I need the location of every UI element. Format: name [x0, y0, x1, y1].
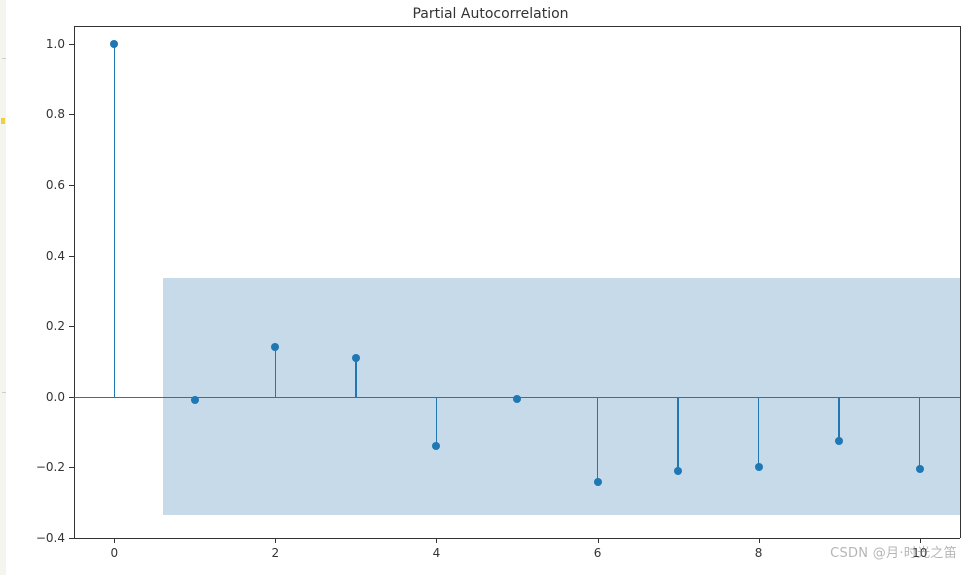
pacf-stem — [677, 397, 679, 471]
ytick-label: 0.0 — [29, 390, 65, 404]
ytick — [69, 397, 74, 398]
pacf-marker — [674, 467, 682, 475]
ytick-label: 0.8 — [29, 107, 65, 121]
ytick — [69, 114, 74, 115]
pacf-marker — [110, 40, 118, 48]
ytick — [69, 326, 74, 327]
xtick — [759, 538, 760, 543]
ytick — [69, 185, 74, 186]
pacf-stem — [919, 397, 921, 469]
xtick-label: 0 — [110, 546, 118, 560]
plot-spine-bottom — [74, 538, 960, 539]
pacf-stem — [436, 397, 438, 446]
plot-spine-left — [74, 26, 75, 538]
pacf-marker — [432, 442, 440, 450]
pacf-marker — [271, 343, 279, 351]
ytick — [69, 467, 74, 468]
xtick — [275, 538, 276, 543]
pacf-marker — [191, 396, 199, 404]
chart-title: Partial Autocorrelation — [6, 6, 975, 22]
plot-spine-right — [960, 26, 961, 538]
pacf-stem — [114, 44, 116, 397]
plot-spine-top — [74, 26, 960, 27]
ytick-label: −0.2 — [29, 460, 65, 474]
pacf-marker — [594, 478, 602, 486]
pacf-marker — [513, 395, 521, 403]
xtick — [436, 538, 437, 543]
ytick-label: 1.0 — [29, 37, 65, 51]
watermark-text: CSDN @月·时光之笛 — [830, 542, 957, 561]
xtick-label: 4 — [433, 546, 441, 560]
pacf-stem — [597, 397, 599, 482]
ytick — [69, 44, 74, 45]
pacf-marker — [352, 354, 360, 362]
pacf-stem — [275, 347, 277, 396]
xtick-label: 2 — [272, 546, 280, 560]
pacf-stem — [758, 397, 760, 468]
xtick — [598, 538, 599, 543]
ytick — [69, 256, 74, 257]
ytick — [69, 538, 74, 539]
gutter-highlight — [1, 118, 5, 124]
ytick-label: 0.4 — [29, 249, 65, 263]
pacf-stem — [838, 397, 840, 441]
pacf-marker — [916, 465, 924, 473]
ytick-label: 0.6 — [29, 178, 65, 192]
pacf-stem — [355, 358, 357, 397]
xtick-label: 6 — [594, 546, 602, 560]
pacf-marker — [835, 437, 843, 445]
ytick-label: −0.4 — [29, 531, 65, 545]
xtick-label: 8 — [755, 546, 763, 560]
pacf-chart: Partial Autocorrelation −0.4 −0.2 0.0 0.2 0.… — [6, 0, 975, 575]
pacf-marker — [755, 463, 763, 471]
xtick — [114, 538, 115, 543]
ytick-label: 0.2 — [29, 319, 65, 333]
